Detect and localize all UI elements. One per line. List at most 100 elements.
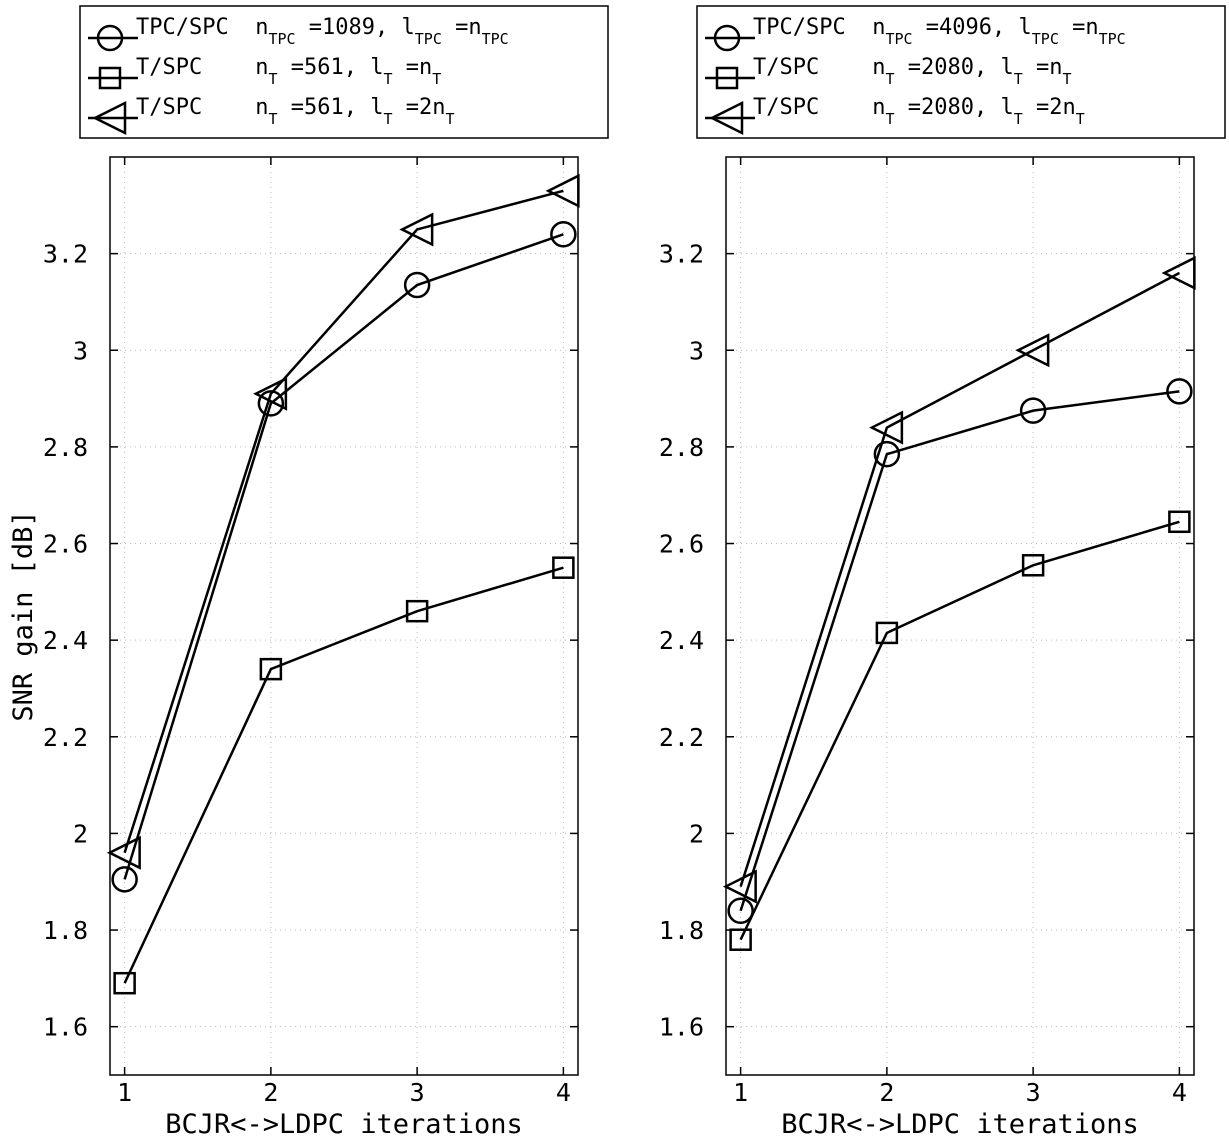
legend-subscript: TPC bbox=[482, 30, 509, 48]
legend-subscript: T bbox=[885, 110, 894, 128]
x-tick-label: 4 bbox=[1172, 1078, 1187, 1107]
data-point-circle bbox=[1019, 397, 1047, 424]
data-point-square bbox=[113, 971, 136, 995]
legend-subscript: TPC bbox=[268, 30, 295, 48]
legend-text: T/SPC n bbox=[753, 95, 885, 120]
chart-panel-left: 1.6 1.8 2 2.2 2.4 2.6 2.8 3 3.2 1 2 3 4 BCJR<->LDPC i… bbox=[8, 5, 609, 1140]
legend-entry: T/SPC nT =2080, lT =2nT bbox=[753, 95, 1085, 128]
chart-panel-right: 1.6 1.8 2 2.2 2.4 2.6 2.8 3 3.2 1 2 3 4 BCJR<->LDPC i… bbox=[659, 5, 1226, 1140]
data-point-triangle bbox=[106, 835, 141, 870]
series-line bbox=[123, 566, 564, 984]
y-axis-label: SNR gain [dB] bbox=[8, 510, 39, 721]
data-point-circle bbox=[257, 390, 285, 417]
legend-marker-square bbox=[98, 66, 122, 90]
legend-text: T/SPC n bbox=[753, 55, 885, 80]
y-tick-label: 1.8 bbox=[43, 916, 88, 945]
x-tick-label: 3 bbox=[1026, 1078, 1041, 1107]
y-tick-label: 1.6 bbox=[659, 1013, 704, 1042]
legend-marker-circle bbox=[96, 24, 124, 52]
legend-subscript: T bbox=[383, 110, 392, 128]
series-line bbox=[123, 189, 564, 854]
legend-text: TPC/SPC n bbox=[753, 15, 885, 40]
series-circle bbox=[111, 221, 577, 893]
data-point-circle bbox=[111, 866, 138, 893]
y-tick-label: 2.4 bbox=[659, 626, 704, 655]
legend-subscript: TPC bbox=[415, 30, 442, 48]
legend-marker-square bbox=[715, 66, 739, 90]
legend-marker-circle bbox=[713, 24, 741, 52]
legend-entry: TPC/SPC nTPC =4096, lTPC =nTPC bbox=[753, 15, 1126, 48]
y-tick-label: 2.2 bbox=[659, 723, 704, 752]
legend-text: =561, l bbox=[277, 55, 383, 80]
legend-text: T/SPC n bbox=[136, 55, 268, 80]
series-square bbox=[113, 556, 575, 995]
data-point-square bbox=[729, 928, 752, 951]
legend-subscript: T bbox=[1014, 110, 1023, 128]
data-point-square bbox=[405, 599, 429, 623]
data-point-circle bbox=[1166, 378, 1193, 405]
legend-marker-triangle bbox=[709, 100, 744, 136]
y-tick-label: 2.4 bbox=[43, 626, 88, 655]
data-point-triangle bbox=[545, 173, 580, 208]
legend-box bbox=[79, 5, 609, 139]
plot-frame bbox=[725, 156, 1195, 1076]
legend-entry: T/SPC nT =561, lT =nT bbox=[136, 55, 441, 88]
series-line bbox=[123, 233, 564, 880]
y-tick-label: 3.2 bbox=[659, 240, 704, 269]
data-point-triangle bbox=[1161, 255, 1196, 290]
legend-marker-triangle bbox=[92, 100, 127, 136]
x-tick-label: 2 bbox=[879, 1078, 894, 1107]
legend-text: TPC/SPC n bbox=[136, 15, 268, 40]
legend-text: =2n bbox=[392, 95, 445, 120]
x-tick-label: 4 bbox=[556, 1078, 571, 1107]
series-triangle bbox=[106, 173, 580, 870]
data-point-triangle bbox=[1015, 333, 1050, 368]
y-tick-label: 3 bbox=[689, 336, 704, 365]
legend-entry: T/SPC nT =561, lT =2nT bbox=[136, 95, 455, 128]
legend-text: T/SPC n bbox=[136, 95, 268, 120]
x-axis-label: BCJR<->LDPC iterations bbox=[165, 1109, 523, 1140]
y-tick-label: 3 bbox=[73, 336, 88, 365]
legend-subscript: T bbox=[1014, 70, 1023, 88]
series-square bbox=[729, 510, 1191, 951]
x-axis-label: BCJR<->LDPC iterations bbox=[781, 1109, 1139, 1140]
y-tick-label: 2 bbox=[689, 819, 704, 848]
legend-subscript: TPC bbox=[885, 30, 912, 48]
legend-text: =2080, l bbox=[894, 95, 1013, 120]
y-tick-label: 3.2 bbox=[43, 240, 88, 269]
plot-frame bbox=[109, 156, 579, 1076]
legend-subscript: T bbox=[885, 70, 894, 88]
data-point-triangle bbox=[722, 869, 757, 904]
data-point-square bbox=[259, 657, 283, 681]
legend-text: =n bbox=[1059, 15, 1099, 40]
data-point-square bbox=[552, 556, 575, 579]
legend-text: =n bbox=[442, 15, 482, 40]
legend-box bbox=[696, 5, 1226, 139]
legend-subscript: T bbox=[268, 70, 277, 88]
data-point-circle bbox=[550, 221, 577, 248]
legend-subscript: T bbox=[1062, 70, 1071, 88]
legend-text: =2080, l bbox=[894, 55, 1013, 80]
data-point-triangle bbox=[399, 212, 434, 247]
y-tick-label: 2 bbox=[73, 819, 88, 848]
data-point-triangle bbox=[869, 410, 904, 445]
legend-subscript: T bbox=[383, 70, 392, 88]
legend-subscript: TPC bbox=[1032, 30, 1059, 48]
legend-text: =2n bbox=[1023, 95, 1076, 120]
legend-entry: T/SPC nT =2080, lT =nT bbox=[753, 55, 1072, 88]
y-tick-label: 2.8 bbox=[659, 433, 704, 462]
y-tick-label: 1.6 bbox=[43, 1013, 88, 1042]
series-circle bbox=[727, 378, 1193, 924]
y-tick-label: 2.6 bbox=[43, 530, 88, 559]
data-point-circle bbox=[403, 271, 431, 299]
x-tick-label: 1 bbox=[117, 1078, 132, 1107]
legend-subscript: T bbox=[1076, 110, 1085, 128]
y-tick-label: 2.6 bbox=[659, 530, 704, 559]
legend-subscript: TPC bbox=[1099, 30, 1126, 48]
data-point-circle bbox=[727, 897, 754, 924]
legend-text: =561, l bbox=[277, 95, 383, 120]
x-tick-label: 3 bbox=[410, 1078, 425, 1107]
